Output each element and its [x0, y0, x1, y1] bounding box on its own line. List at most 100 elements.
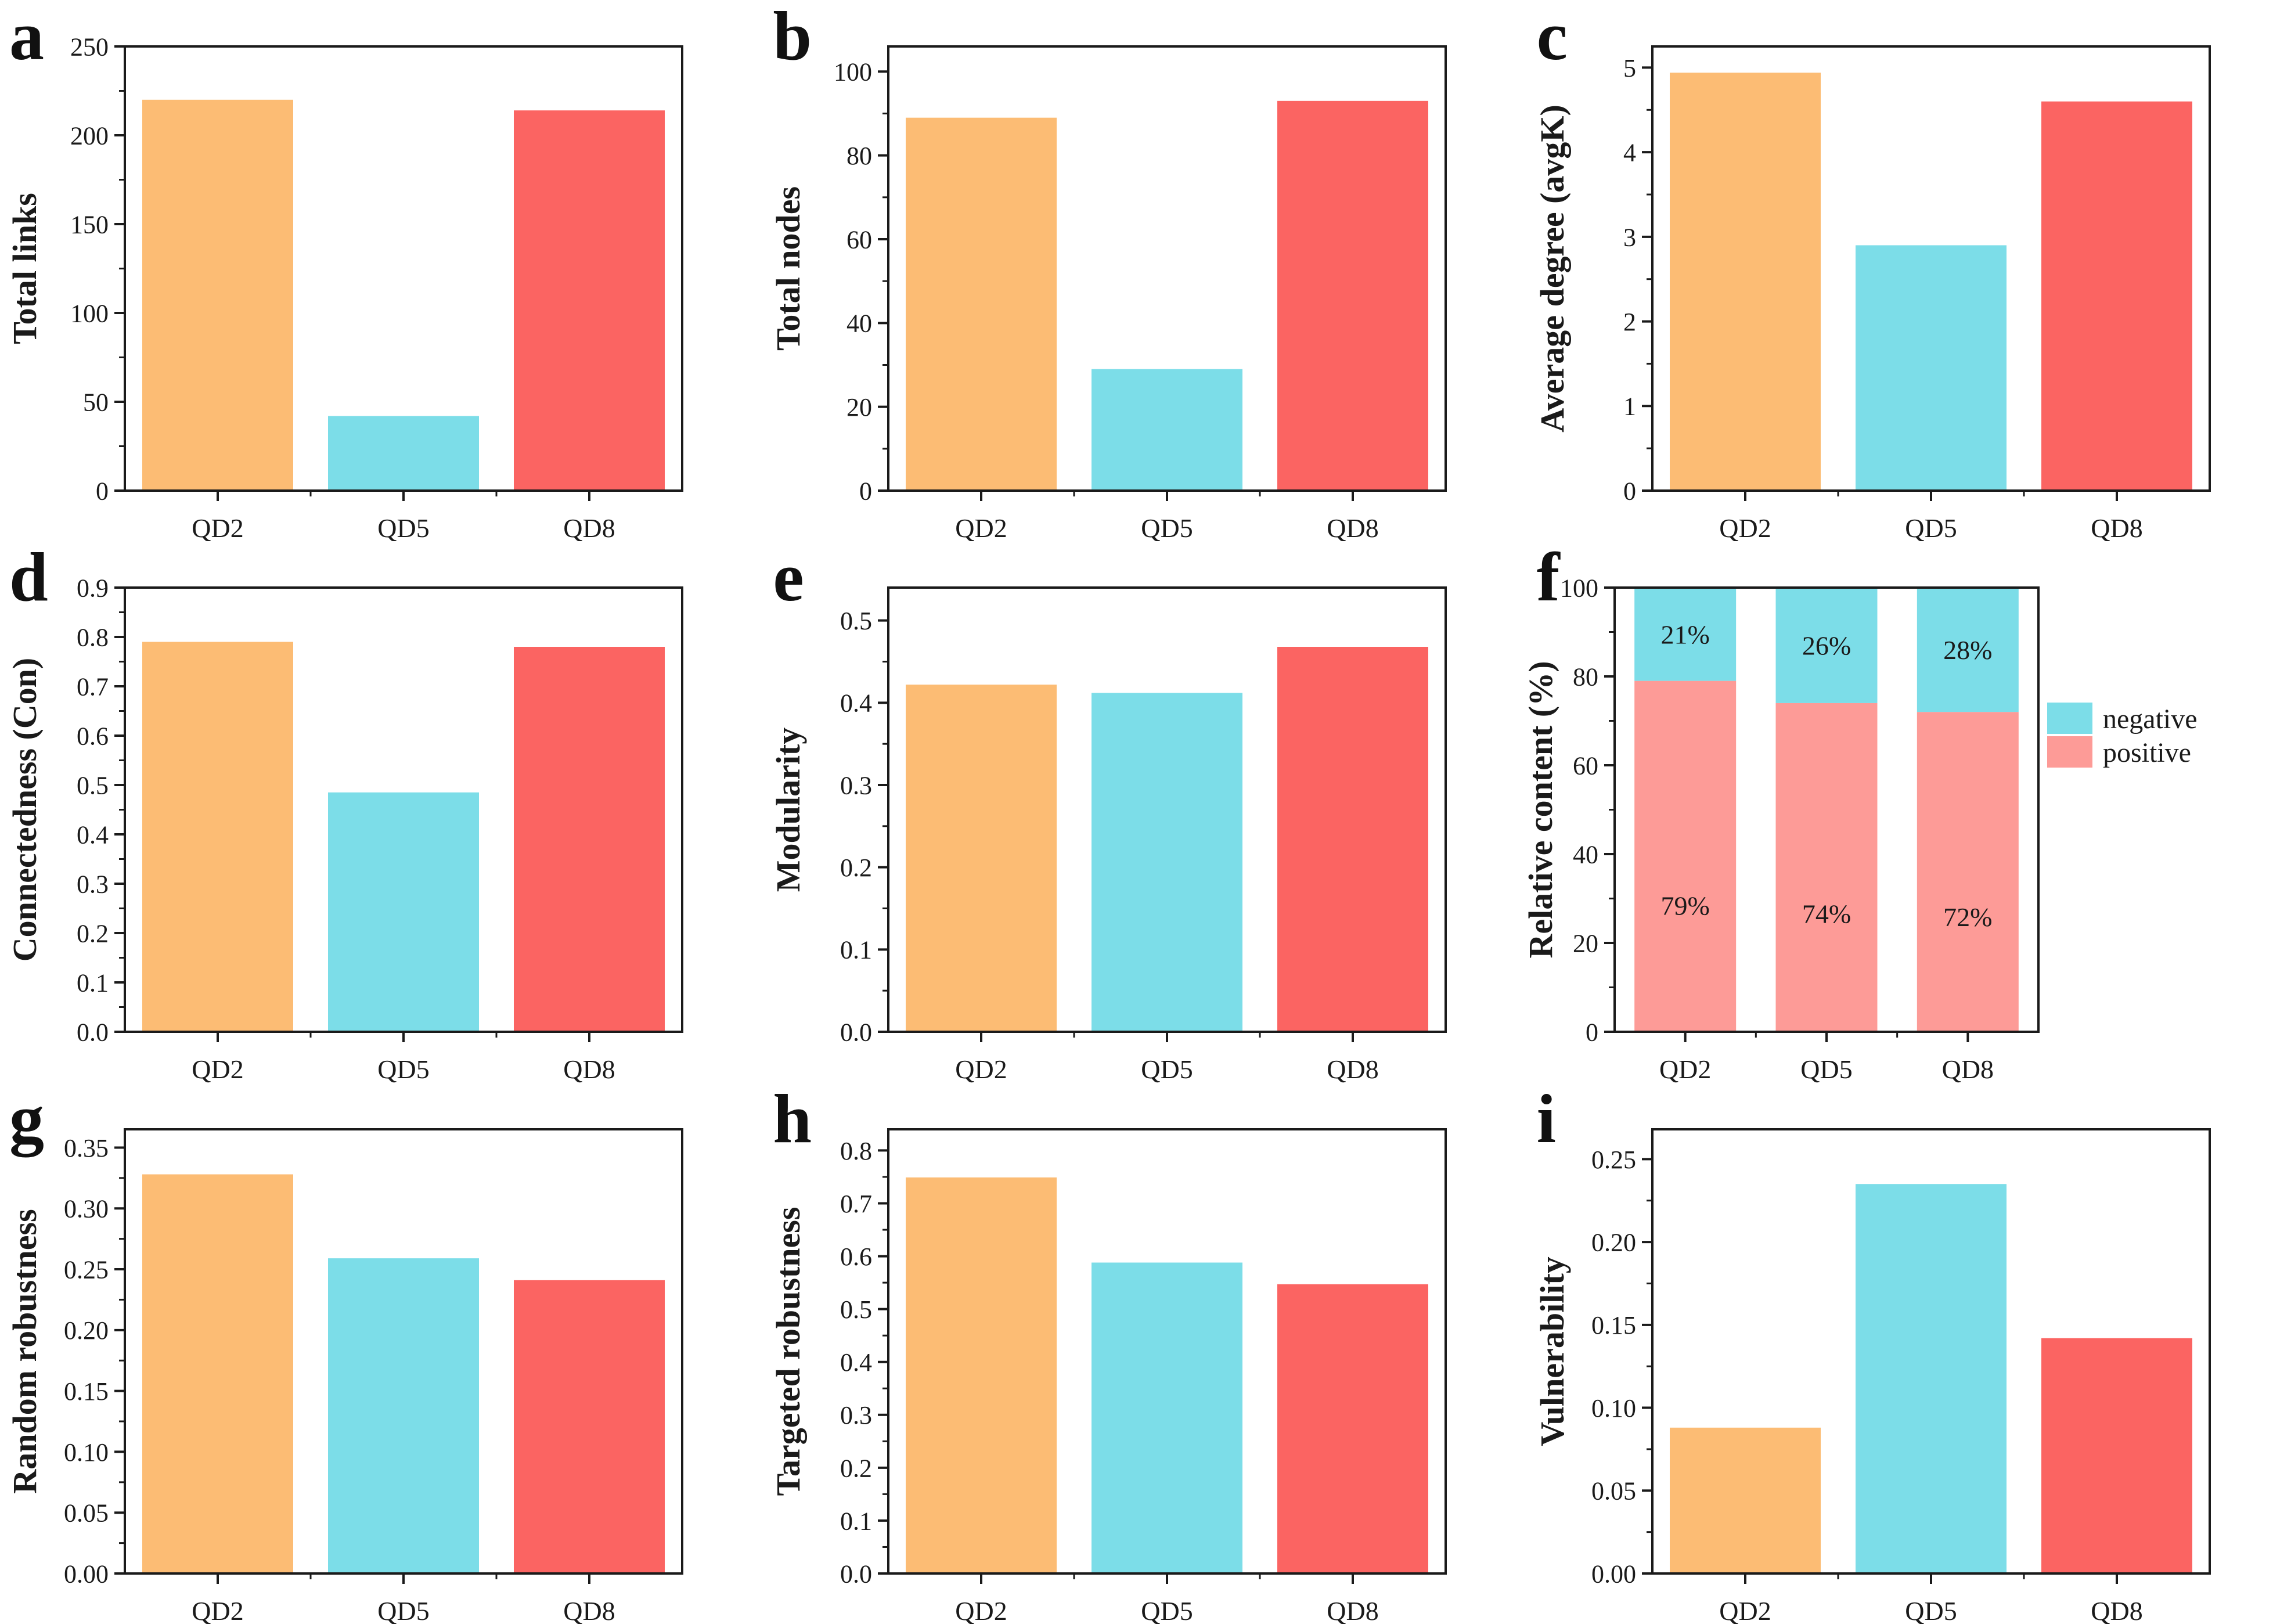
y-tick-label: 150 — [70, 210, 109, 239]
bar-QD5 — [1855, 245, 2007, 491]
bar-QD8 — [1277, 1284, 1429, 1573]
panel-d: d 0.0 0.1 0.2 0.3 0.4 0.5 0.6 0.7 0.8 0.9 QD2 QD5 QD… — [0, 541, 763, 1083]
chart-f: 21% 79% 26% 74% 28% 72% 0 20 40 60 80 100 QD2 QD5 QD8 R… — [1528, 574, 2198, 1083]
x-tick-label-QD2: QD2 — [1719, 1596, 1771, 1624]
y-tick-label: 0.8 — [77, 624, 109, 652]
x-tick-label-QD5: QD5 — [377, 1054, 429, 1082]
x-tick-label-QD5: QD5 — [377, 1596, 429, 1624]
y-tick-label: 0.10 — [64, 1438, 109, 1466]
y-tick-label: 100 — [834, 58, 872, 87]
y-axis-title-g: Random robustness — [6, 1209, 44, 1493]
y-tick-label: 0.3 — [77, 870, 109, 899]
panel-letter-d: d — [9, 541, 48, 616]
x-tick-label-QD5: QD5 — [1800, 1054, 1852, 1082]
y-tick-label: 0.3 — [840, 772, 872, 800]
legend-swatch-positive — [2047, 736, 2092, 768]
bar-QD8 — [513, 647, 665, 1032]
chart-d: 0.0 0.1 0.2 0.3 0.4 0.5 0.6 0.7 0.8 0.9 QD2 QD5 QD8 C… — [6, 574, 683, 1083]
bar-QD5 — [327, 793, 479, 1032]
negative-pct-label-QD8: 28% — [1943, 636, 1992, 665]
x-tick-label-QD2: QD2 — [192, 513, 243, 541]
chart-h: 0.0 0.1 0.2 0.3 0.4 0.5 0.6 0.7 0.8 QD2 QD5 QD8 Targ… — [769, 1128, 1447, 1624]
y-tick-label: 20 — [846, 393, 872, 422]
x-tick-label-QD5: QD5 — [1141, 1596, 1193, 1624]
y-tick-label: 3 — [1623, 223, 1636, 251]
panel-letter-g: g — [9, 1082, 44, 1157]
y-tick-label: 2 — [1623, 308, 1636, 336]
bar-QD2 — [906, 1177, 1057, 1573]
bar-QD5 — [327, 1258, 479, 1573]
y-tick-label: 0.1 — [840, 936, 872, 964]
y-tick-label: 0.8 — [840, 1136, 872, 1165]
y-tick-label: 80 — [1573, 663, 1598, 692]
panel-h: h 0.0 0.1 0.2 0.3 0.4 0.5 0.6 0.7 0.8 QD2 QD5 QD8 Ta… — [763, 1083, 1527, 1624]
x-tick-label-QD2: QD2 — [956, 513, 1007, 541]
chart-c: 0 1 2 3 4 5 QD2 QD5 QD8 Average degree (avgK) — [1533, 45, 2211, 541]
panel-f: f 21% 79% 26% 74% 28% 72% 0 20 40 60 80 100 QD2 QD5 QD… — [1528, 541, 2291, 1083]
y-tick-label: 1 — [1623, 393, 1636, 421]
x-tick-label-QD8: QD8 — [2091, 1596, 2142, 1624]
panel-g: g 0.00 0.05 0.10 0.15 0.20 0.25 0.30 0.35 QD2 QD5… — [0, 1083, 763, 1624]
chart-i: 0.00 0.05 0.10 0.15 0.20 0.25 QD2 QD5 QD8 Vulnera… — [1533, 1128, 2211, 1624]
x-tick-label-QD2: QD2 — [956, 1596, 1007, 1624]
y-tick-label: 0 — [1623, 477, 1636, 505]
x-tick-label-QD5: QD5 — [1141, 513, 1193, 541]
y-tick-label: 0.15 — [1591, 1311, 1636, 1339]
negative-pct-label-QD2: 21% — [1660, 620, 1709, 650]
bar-QD5-positive — [1775, 703, 1878, 1032]
bar-QD2 — [1669, 1427, 1821, 1573]
y-tick-label: 50 — [83, 388, 109, 416]
x-tick-label-QD5: QD5 — [1905, 1596, 1957, 1624]
y-tick-label: 0.20 — [64, 1316, 109, 1345]
y-tick-label: 0.20 — [1591, 1228, 1636, 1256]
y-tick-label: 40 — [846, 309, 872, 338]
y-tick-label: 0.15 — [64, 1377, 109, 1406]
y-tick-label: 0 — [96, 477, 109, 505]
panel-letter-c: c — [1536, 0, 1568, 74]
bar-QD8 — [513, 110, 665, 491]
x-tick-label-QD5: QD5 — [1141, 1054, 1193, 1082]
panel-a: a 0 50 100 150 200 250 QD2 QD5 QD8 Total links — [0, 0, 763, 541]
y-tick-label: 40 — [1573, 841, 1598, 869]
x-tick-label-QD2: QD2 — [1719, 513, 1771, 541]
y-tick-label: 0.4 — [840, 1348, 872, 1377]
y-tick-label: 0.2 — [840, 1454, 872, 1482]
negative-pct-label-QD5: 26% — [1802, 631, 1851, 661]
chart-g: 0.00 0.05 0.10 0.15 0.20 0.25 0.30 0.35 QD2 QD5 QD… — [6, 1128, 683, 1624]
y-tick-label: 0.4 — [840, 689, 872, 718]
y-tick-label: 5 — [1623, 54, 1636, 82]
chart-a: 0 50 100 150 200 250 QD2 QD5 QD8 Total links — [6, 33, 683, 541]
y-tick-label: 0.7 — [77, 673, 109, 701]
x-tick-label-QD8: QD8 — [1327, 1054, 1379, 1082]
y-axis-title-i: Vulnerability — [1533, 1256, 1571, 1446]
y-tick-label: 0.6 — [840, 1243, 872, 1271]
y-tick-label: 200 — [70, 121, 109, 150]
y-tick-label: 0.1 — [77, 969, 109, 998]
y-tick-label: 0.5 — [77, 772, 109, 800]
y-tick-label: 0.10 — [1591, 1394, 1636, 1423]
y-tick-label: 0.6 — [77, 722, 109, 751]
y-tick-label: 0.4 — [77, 821, 109, 849]
y-tick-label: 4 — [1623, 139, 1636, 167]
y-tick-label: 100 — [1560, 574, 1598, 603]
bar-QD5 — [327, 416, 479, 491]
y-tick-label: 0.7 — [840, 1190, 872, 1218]
y-axis-title-h: Targeted robustness — [769, 1207, 807, 1496]
bar-QD8 — [2041, 101, 2192, 491]
bar-QD2 — [906, 685, 1057, 1032]
y-tick-label: 0.0 — [840, 1560, 872, 1588]
y-tick-label: 80 — [846, 142, 872, 170]
y-tick-label: 0.5 — [840, 1295, 872, 1324]
positive-pct-label-QD8: 72% — [1943, 902, 1992, 932]
y-tick-label: 0.0 — [77, 1018, 109, 1047]
y-tick-label: 0.1 — [840, 1507, 872, 1535]
panel-letter-b: b — [773, 0, 812, 74]
panel-c: c 0 1 2 3 4 5 QD2 QD5 QD8 Average degree (avgK) — [1528, 0, 2291, 541]
y-axis-title-d: Connectedness (Con) — [6, 658, 44, 962]
y-tick-label: 0.35 — [64, 1133, 109, 1162]
bar-QD2-positive — [1634, 680, 1736, 1032]
positive-pct-label-QD2: 79% — [1660, 891, 1709, 921]
y-tick-label: 0 — [1586, 1018, 1598, 1047]
bar-QD8-negative — [1917, 588, 2019, 712]
